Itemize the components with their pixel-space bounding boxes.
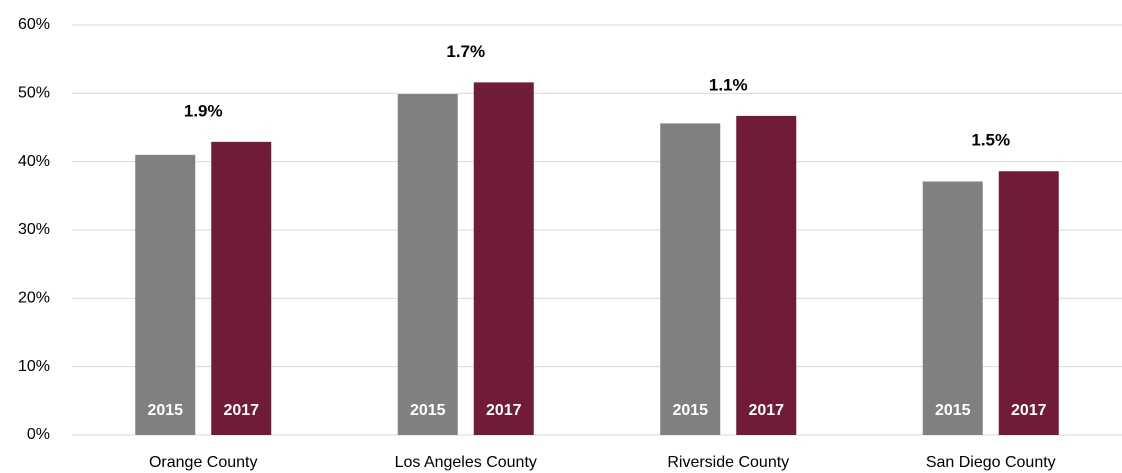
bar (473, 82, 534, 436)
bar-series-label: 2015 (410, 402, 446, 419)
bar-series-label: 2015 (147, 402, 183, 419)
bar (922, 181, 983, 435)
y-tick-label: 20% (18, 290, 50, 307)
bar-series-label: 2015 (672, 402, 708, 419)
y-tick-label: 60% (18, 16, 50, 33)
bar (211, 141, 272, 435)
annotation: 1.7% (446, 42, 485, 61)
y-tick-label: 0% (27, 426, 50, 443)
x-tick-label: Riverside County (667, 454, 789, 471)
x-tick-label: Los Angeles County (395, 454, 537, 471)
bar-series-label: 2017 (748, 402, 784, 419)
bar (660, 123, 721, 436)
bar (135, 154, 196, 436)
bar (736, 115, 797, 435)
annotation: 1.5% (971, 131, 1010, 150)
y-tick-label: 10% (18, 358, 50, 375)
bar-series-label: 2015 (935, 402, 971, 419)
x-tick-label: San Diego County (926, 454, 1056, 471)
y-tick-label: 40% (18, 153, 50, 170)
y-tick-label: 50% (18, 85, 50, 102)
annotation: 1.9% (184, 101, 223, 120)
y-tick-label: 30% (18, 221, 50, 238)
bar-series-label: 2017 (223, 402, 259, 419)
bar (998, 171, 1059, 435)
bar (397, 94, 458, 436)
bar-series-label: 2017 (1011, 402, 1047, 419)
bar-series-label: 2017 (486, 402, 522, 419)
x-tick-label: Orange County (149, 454, 258, 471)
annotation: 1.1% (709, 75, 748, 94)
